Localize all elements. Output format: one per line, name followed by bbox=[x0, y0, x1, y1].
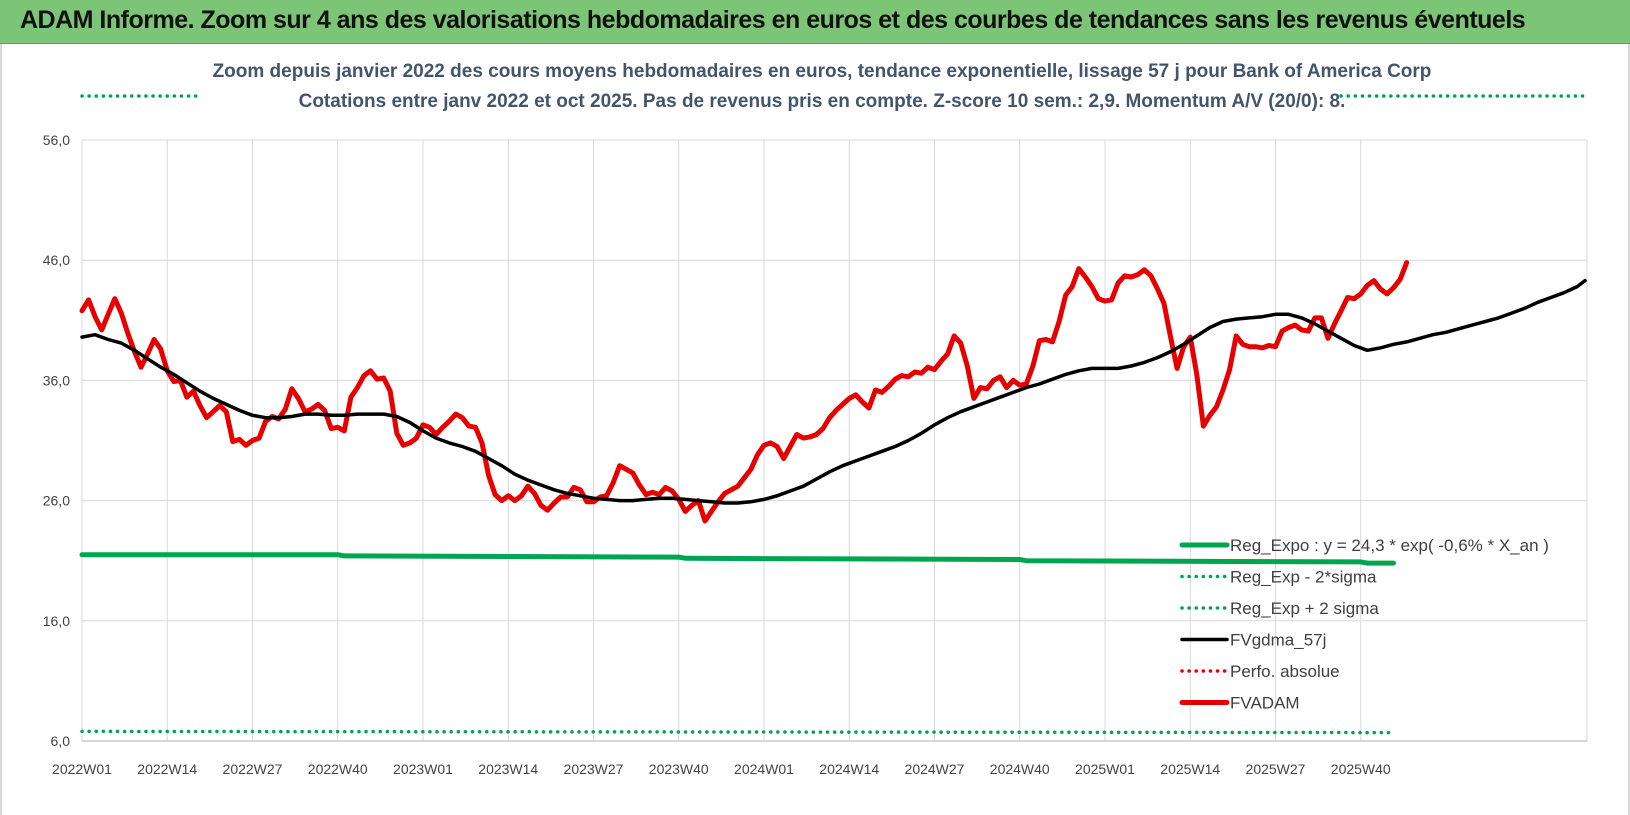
y-tick-label: 26,0 bbox=[43, 493, 70, 509]
legend-label: Reg_Expo : y = 24,3 * exp( -0,6% * X_an … bbox=[1230, 536, 1549, 555]
y-tick-label: 16,0 bbox=[43, 613, 70, 629]
x-tick-label: 2024W27 bbox=[905, 761, 965, 777]
axis-layer: 6,0 16,0 26,0 36,0 46,0 56,0 2022W01 2022W14 202… bbox=[43, 132, 1587, 777]
report-title: ADAM Informe. Zoom sur 4 ans des valoris… bbox=[20, 6, 1526, 34]
x-tick-label: 2023W01 bbox=[393, 761, 453, 777]
x-tick-label: 2025W27 bbox=[1246, 761, 1306, 777]
x-tick-label: 2022W27 bbox=[223, 761, 283, 777]
grid-lines bbox=[81, 139, 1588, 742]
chart-title-area: Zoom depuis janvier 2022 des cours moyen… bbox=[213, 61, 1432, 112]
x-tick-label: 2022W01 bbox=[52, 761, 112, 777]
legend-label: FVADAM bbox=[1230, 694, 1300, 713]
y-tick-label: 46,0 bbox=[43, 252, 70, 268]
series-line-fvadam bbox=[79, 260, 1410, 524]
chart-title: Zoom depuis janvier 2022 des cours moyen… bbox=[213, 61, 1432, 82]
x-tick-label: 2025W40 bbox=[1331, 761, 1391, 777]
x-tick-label: 2023W27 bbox=[564, 761, 624, 777]
y-tick-label: 56,0 bbox=[43, 132, 70, 148]
legend-label: Reg_Exp - 2*sigma bbox=[1230, 568, 1377, 587]
x-tick-label: 2024W01 bbox=[734, 761, 794, 777]
x-tick-label: 2023W14 bbox=[478, 761, 538, 777]
series-line-reg-expo-y-24-3-exp-0-6-x-an bbox=[79, 552, 1396, 566]
legend: Reg_Expo : y = 24,3 * exp( -0,6% * X_an … bbox=[1179, 536, 1549, 713]
chart-subtitle: Cotations entre janv 2022 et oct 2025. P… bbox=[299, 91, 1346, 112]
legend-label: FVgdma_57j bbox=[1230, 631, 1326, 650]
legend-label: Reg_Exp + 2 sigma bbox=[1230, 599, 1379, 618]
series-layer bbox=[79, 94, 1587, 735]
legend-label: Perfo. absolue bbox=[1230, 662, 1340, 681]
x-tick-label: 2022W40 bbox=[308, 761, 368, 777]
x-tick-label: 2025W14 bbox=[1160, 761, 1220, 777]
x-tick-label: 2025W01 bbox=[1075, 761, 1135, 777]
chart-frame: 6,0 16,0 26,0 36,0 46,0 56,0 2022W01 2022W14 202… bbox=[0, 44, 1630, 815]
x-tick-label: 2022W14 bbox=[137, 761, 197, 777]
line-chart: 6,0 16,0 26,0 36,0 46,0 56,0 2022W01 2022W14 202… bbox=[43, 61, 1588, 777]
x-tick-label: 2024W14 bbox=[819, 761, 879, 777]
window-title-bar: ADAM Informe. Zoom sur 4 ans des valoris… bbox=[0, 0, 1630, 44]
series-line-fvgdma-57j bbox=[80, 278, 1587, 505]
series-line-reg-exp-2-sigma bbox=[80, 729, 1396, 735]
y-tick-label: 36,0 bbox=[43, 372, 70, 388]
x-tick-label: 2024W40 bbox=[990, 761, 1050, 777]
y-tick-label: 6,0 bbox=[51, 733, 71, 749]
x-tick-label: 2023W40 bbox=[649, 761, 709, 777]
